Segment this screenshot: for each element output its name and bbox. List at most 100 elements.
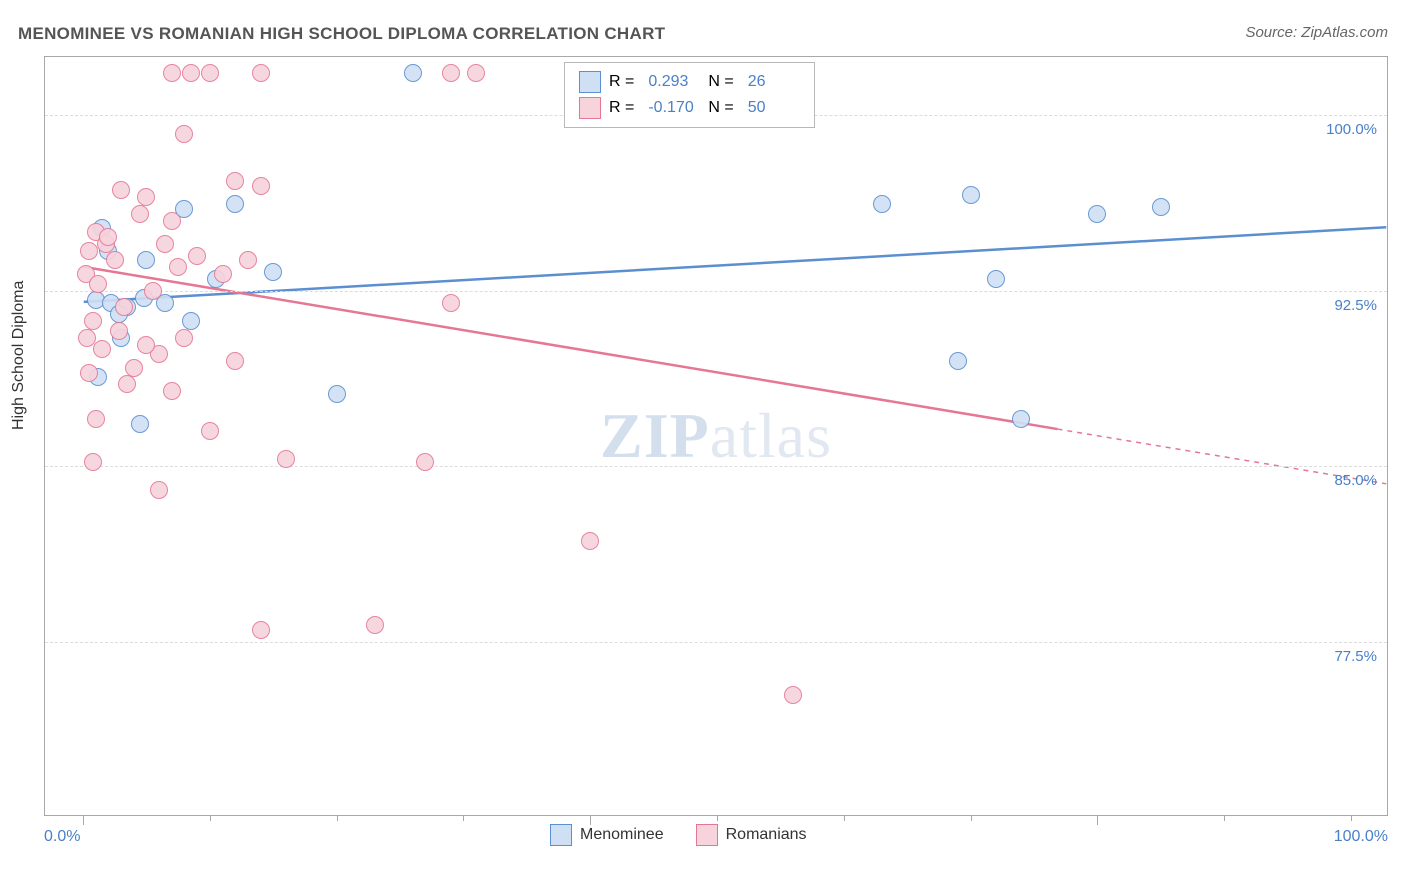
scatter-marker — [226, 172, 244, 190]
legend-item-romanians: Romanians — [696, 824, 807, 846]
y-tick-label: 77.5% — [1334, 648, 1377, 665]
gridline — [45, 466, 1387, 467]
scatter-marker — [182, 312, 200, 330]
top-legend: R = 0.293 N = 26 R = -0.170 N = 50 — [564, 62, 815, 128]
scatter-marker — [252, 177, 270, 195]
scatter-marker — [264, 263, 282, 281]
gridline — [45, 291, 1387, 292]
scatter-marker — [328, 385, 346, 403]
legend-row: R = 0.293 N = 26 — [579, 69, 800, 95]
x-tick — [83, 815, 84, 825]
chart-title: MENOMINEE VS ROMANIAN HIGH SCHOOL DIPLOM… — [18, 24, 665, 44]
x-start-label: 0.0% — [44, 828, 80, 846]
legend-r-value: -0.170 — [648, 99, 700, 117]
legend-swatch-romanians — [579, 97, 601, 119]
scatter-marker — [89, 275, 107, 293]
scatter-marker — [84, 453, 102, 471]
x-tick — [210, 815, 211, 821]
x-tick — [971, 815, 972, 821]
scatter-marker — [144, 282, 162, 300]
scatter-marker — [239, 251, 257, 269]
scatter-marker — [87, 410, 105, 428]
legend-n-value: 26 — [748, 73, 800, 91]
legend-r-label: R = — [609, 99, 634, 117]
scatter-marker — [252, 64, 270, 82]
trend-lines-layer — [45, 57, 1387, 815]
scatter-marker — [442, 294, 460, 312]
scatter-marker — [131, 205, 149, 223]
x-tick — [337, 815, 338, 821]
scatter-marker — [137, 188, 155, 206]
y-tick-label: 85.0% — [1334, 472, 1377, 489]
scatter-marker — [80, 242, 98, 260]
source-label: Source: ZipAtlas.com — [1245, 24, 1388, 41]
scatter-marker — [987, 270, 1005, 288]
y-tick-label: 92.5% — [1334, 297, 1377, 314]
scatter-marker — [80, 364, 98, 382]
scatter-marker — [118, 375, 136, 393]
legend-n-label: N = — [708, 73, 733, 91]
scatter-marker — [949, 352, 967, 370]
scatter-marker — [214, 265, 232, 283]
scatter-marker — [873, 195, 891, 213]
x-end-label: 100.0% — [1334, 828, 1388, 846]
legend-row: R = -0.170 N = 50 — [579, 95, 800, 121]
scatter-marker — [99, 228, 117, 246]
scatter-marker — [175, 329, 193, 347]
legend-swatch-menominee — [550, 824, 572, 846]
scatter-marker — [581, 532, 599, 550]
scatter-marker — [156, 235, 174, 253]
x-tick — [1097, 815, 1098, 825]
scatter-marker — [404, 64, 422, 82]
scatter-marker — [201, 422, 219, 440]
legend-n-label: N = — [708, 99, 733, 117]
scatter-marker — [163, 382, 181, 400]
y-tick-label: 100.0% — [1326, 121, 1377, 138]
scatter-marker — [467, 64, 485, 82]
legend-n-value: 50 — [748, 99, 800, 117]
legend-swatch-menominee — [579, 71, 601, 93]
scatter-marker — [163, 212, 181, 230]
scatter-marker — [78, 329, 96, 347]
scatter-marker — [188, 247, 206, 265]
legend-r-value: 0.293 — [648, 73, 700, 91]
scatter-marker — [110, 322, 128, 340]
scatter-marker — [84, 312, 102, 330]
scatter-marker — [169, 258, 187, 276]
x-tick — [844, 815, 845, 821]
scatter-marker — [277, 450, 295, 468]
scatter-marker — [137, 336, 155, 354]
scatter-marker — [962, 186, 980, 204]
legend-item-menominee: Menominee — [550, 824, 664, 846]
legend-r-label: R = — [609, 73, 634, 91]
bottom-legend: Menominee Romanians — [550, 824, 807, 846]
scatter-marker — [93, 340, 111, 358]
legend-swatch-romanians — [696, 824, 718, 846]
scatter-marker — [125, 359, 143, 377]
scatter-marker — [226, 195, 244, 213]
gridline — [45, 642, 1387, 643]
scatter-marker — [150, 481, 168, 499]
scatter-marker — [175, 125, 193, 143]
legend-label: Romanians — [726, 826, 807, 844]
scatter-marker — [416, 453, 434, 471]
scatter-marker — [1012, 410, 1030, 428]
x-tick — [1351, 815, 1352, 821]
scatter-marker — [137, 251, 155, 269]
scatter-marker — [1152, 198, 1170, 216]
plot-area: ZIPatlas 77.5% 85.0% 92.5% 100.0% — [44, 56, 1388, 816]
x-tick — [717, 815, 718, 821]
x-tick — [463, 815, 464, 821]
scatter-marker — [182, 64, 200, 82]
scatter-marker — [226, 352, 244, 370]
scatter-marker — [366, 616, 384, 634]
scatter-marker — [163, 64, 181, 82]
scatter-marker — [784, 686, 802, 704]
scatter-marker — [201, 64, 219, 82]
scatter-marker — [115, 298, 133, 316]
scatter-marker — [106, 251, 124, 269]
x-tick — [1224, 815, 1225, 821]
chart-container: MENOMINEE VS ROMANIAN HIGH SCHOOL DIPLOM… — [0, 0, 1406, 892]
scatter-marker — [131, 415, 149, 433]
watermark: ZIPatlas — [600, 399, 832, 473]
